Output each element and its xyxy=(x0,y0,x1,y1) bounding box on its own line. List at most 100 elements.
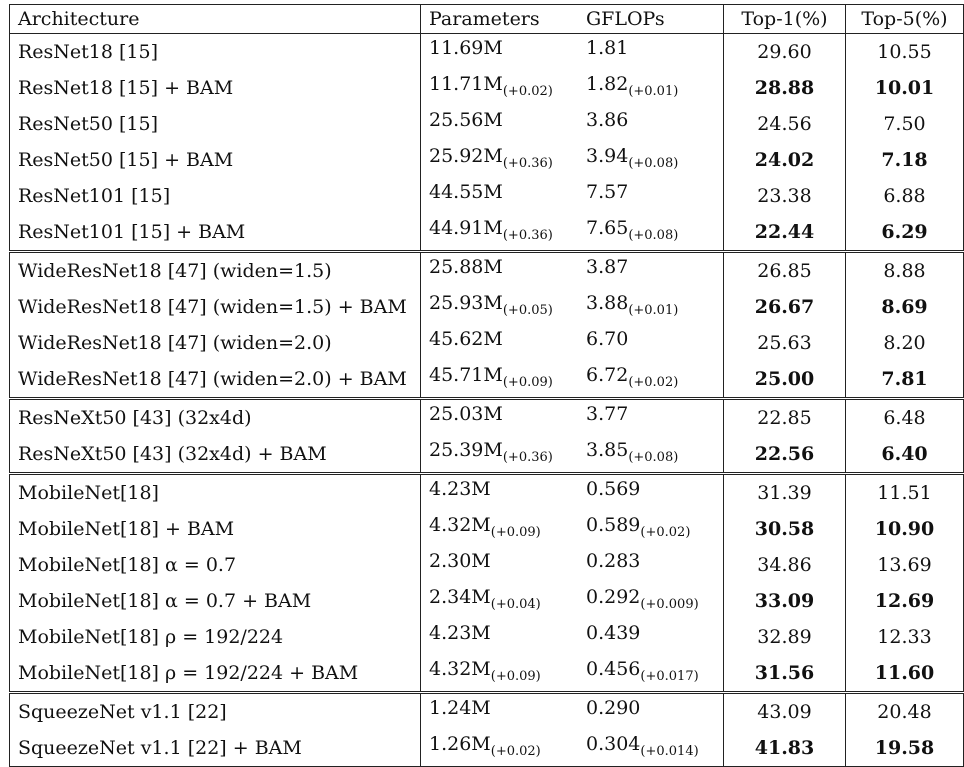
cell-architecture-value: ResNeXt50 [43] (32x4d) xyxy=(18,407,252,429)
cell-top5-value: 10.01 xyxy=(874,77,935,99)
cell-parameters-value: 25.93M xyxy=(429,292,503,314)
cell-top5: 11.51 xyxy=(846,474,964,512)
cell-gflops-delta: (+0.02) xyxy=(640,525,691,540)
cell-gflops-value: 0.456 xyxy=(586,658,641,680)
table-row: MobileNet[18] ρ = 192/224 + BAM 4.32M(+0.… xyxy=(9,655,964,693)
cell-top1-value: 29.60 xyxy=(757,41,812,63)
cell-top1: 22.44 xyxy=(723,214,846,252)
cell-top1-value: 31.39 xyxy=(757,482,812,504)
cell-gflops-value: 0.304 xyxy=(586,733,641,755)
cell-architecture: ResNet18 [15] + BAM xyxy=(9,70,421,106)
cell-top1: 23.38 xyxy=(723,178,846,214)
cell-architecture-value: MobileNet[18] ρ = 192/224 xyxy=(18,626,284,648)
cell-gflops-value: 6.72 xyxy=(586,364,629,386)
cell-parameters: 25.39M(+0.36) xyxy=(421,436,579,474)
cell-parameters-value: 4.32M xyxy=(429,514,491,536)
cell-top1: 29.60 xyxy=(723,33,846,70)
cell-top1-value: 23.38 xyxy=(757,185,812,207)
cell-top1-value: 26.85 xyxy=(757,260,812,282)
cell-gflops-delta: (+0.08) xyxy=(628,450,679,465)
cell-top5: 6.40 xyxy=(846,436,964,474)
cell-architecture-value: WideResNet18 [47] (widen=1.5) + BAM xyxy=(18,296,407,318)
cell-gflops-value: 6.70 xyxy=(586,328,629,350)
cell-architecture: WideResNet18 [47] (widen=1.5) + BAM xyxy=(9,289,421,325)
cell-gflops-value: 0.292 xyxy=(586,586,641,608)
cell-parameters-value: 44.55M xyxy=(429,181,503,203)
table-row: WideResNet18 [47] (widen=1.5) + BAM 25.93… xyxy=(9,289,964,325)
cell-architecture: ResNet50 [15] xyxy=(9,106,421,142)
cell-gflops-value: 7.65 xyxy=(586,217,629,239)
table-row: MobileNet[18] α = 0.7 + BAM 2.34M(+0.04) 0… xyxy=(9,583,964,619)
cell-architecture-value: MobileNet[18] xyxy=(18,482,159,504)
cell-gflops: 1.81 xyxy=(578,33,724,70)
cell-gflops-value: 3.85 xyxy=(586,439,629,461)
cell-top5-value: 6.88 xyxy=(883,185,926,207)
cell-parameters-delta: (+0.02) xyxy=(490,744,541,759)
cell-top5-value: 20.48 xyxy=(877,701,932,723)
cell-parameters-value: 25.56M xyxy=(429,109,503,131)
cell-gflops-value: 0.439 xyxy=(586,622,641,644)
cell-architecture: MobileNet[18] α = 0.7 + BAM xyxy=(9,583,421,619)
cell-parameters: 2.34M(+0.04) xyxy=(421,583,579,619)
cell-top5: 6.48 xyxy=(846,399,964,437)
cell-parameters: 25.93M(+0.05) xyxy=(421,289,579,325)
cell-parameters-value: 4.23M xyxy=(429,622,491,644)
cell-parameters-delta: (+0.05) xyxy=(502,303,553,318)
cell-top5-value: 10.55 xyxy=(877,41,932,63)
cell-architecture-value: WideResNet18 [47] (widen=2.0) + BAM xyxy=(18,368,407,390)
table-row: ResNet101 [15] 44.55M 7.57 23.38 6.88 xyxy=(9,178,964,214)
table-row: ResNet50 [15] + BAM 25.92M(+0.36) 3.94(+0.… xyxy=(9,142,964,178)
table-row: WideResNet18 [47] (widen=1.5) 25.88M 3.87 2… xyxy=(9,251,964,289)
row-group: SqueezeNet v1.1 [22] 1.24M 0.290 43.09 20.48… xyxy=(9,692,964,767)
table-row: SqueezeNet v1.1 [22] 1.24M 0.290 43.09 20.48 xyxy=(9,692,964,731)
cell-top5: 13.69 xyxy=(846,547,964,583)
cell-top1-value: 41.83 xyxy=(754,737,815,759)
cell-parameters-value: 44.91M xyxy=(429,217,503,239)
cell-gflops-value: 3.87 xyxy=(586,256,629,278)
results-table: Architecture Parameters GFLOPs Top-1(%) … xyxy=(9,4,964,767)
cell-gflops: 3.77 xyxy=(578,398,724,436)
cell-top5-value: 12.33 xyxy=(877,626,932,648)
cell-gflops: 3.94(+0.08) xyxy=(578,142,724,178)
cell-architecture: MobileNet[18] α = 0.7 xyxy=(9,547,421,583)
cell-gflops: 0.283 xyxy=(578,547,724,583)
cell-parameters-delta: (+0.09) xyxy=(502,375,553,390)
cell-top5-value: 19.58 xyxy=(874,737,935,759)
cell-parameters-value: 2.30M xyxy=(429,550,491,572)
cell-top5: 10.55 xyxy=(846,34,964,71)
cell-top5-value: 6.29 xyxy=(881,221,928,243)
cell-top5: 20.48 xyxy=(846,693,964,731)
cell-parameters: 45.71M(+0.09) xyxy=(421,361,579,399)
cell-top1: 31.39 xyxy=(723,473,846,511)
cell-gflops-value: 3.77 xyxy=(586,403,629,425)
cell-top1: 25.00 xyxy=(723,361,846,399)
cell-top1: 41.83 xyxy=(723,730,846,767)
cell-gflops-delta: (+0.02) xyxy=(628,375,679,390)
cell-top1: 24.02 xyxy=(723,142,846,178)
table-row: WideResNet18 [47] (widen=2.0) + BAM 45.71… xyxy=(9,361,964,399)
cell-gflops: 0.569 xyxy=(578,473,724,511)
cell-gflops: 6.72(+0.02) xyxy=(578,361,724,399)
cell-gflops-value: 7.57 xyxy=(586,181,629,203)
cell-architecture-value: ResNeXt50 [43] (32x4d) + BAM xyxy=(18,443,327,465)
cell-parameters: 4.23M xyxy=(421,619,579,655)
cell-top5-value: 8.69 xyxy=(881,296,928,318)
cell-top1: 22.85 xyxy=(723,398,846,436)
cell-top1: 30.58 xyxy=(723,511,846,547)
cell-top1-value: 34.86 xyxy=(757,554,812,576)
cell-parameters-value: 25.88M xyxy=(429,256,503,278)
cell-architecture: SqueezeNet v1.1 [22] + BAM xyxy=(9,730,421,767)
header-top1: Top-1(%) xyxy=(723,4,846,34)
cell-parameters-delta: (+0.36) xyxy=(502,156,553,171)
cell-architecture: ResNet101 [15] + BAM xyxy=(9,214,421,252)
row-group: WideResNet18 [47] (widen=1.5) 25.88M 3.87 2… xyxy=(9,251,964,399)
cell-top5: 7.81 xyxy=(846,361,964,399)
cell-architecture: ResNeXt50 [43] (32x4d) + BAM xyxy=(9,436,421,474)
cell-parameters: 44.91M(+0.36) xyxy=(421,214,579,252)
cell-top5-value: 11.51 xyxy=(877,482,932,504)
row-group: ResNet18 [15] 11.69M 1.81 29.60 10.55 ResNet1… xyxy=(9,33,964,252)
cell-parameters-value: 4.23M xyxy=(429,478,491,500)
cell-architecture-value: WideResNet18 [47] (widen=2.0) xyxy=(18,332,332,354)
cell-gflops: 0.292(+0.009) xyxy=(578,583,724,619)
cell-architecture: ResNeXt50 [43] (32x4d) xyxy=(9,398,421,436)
